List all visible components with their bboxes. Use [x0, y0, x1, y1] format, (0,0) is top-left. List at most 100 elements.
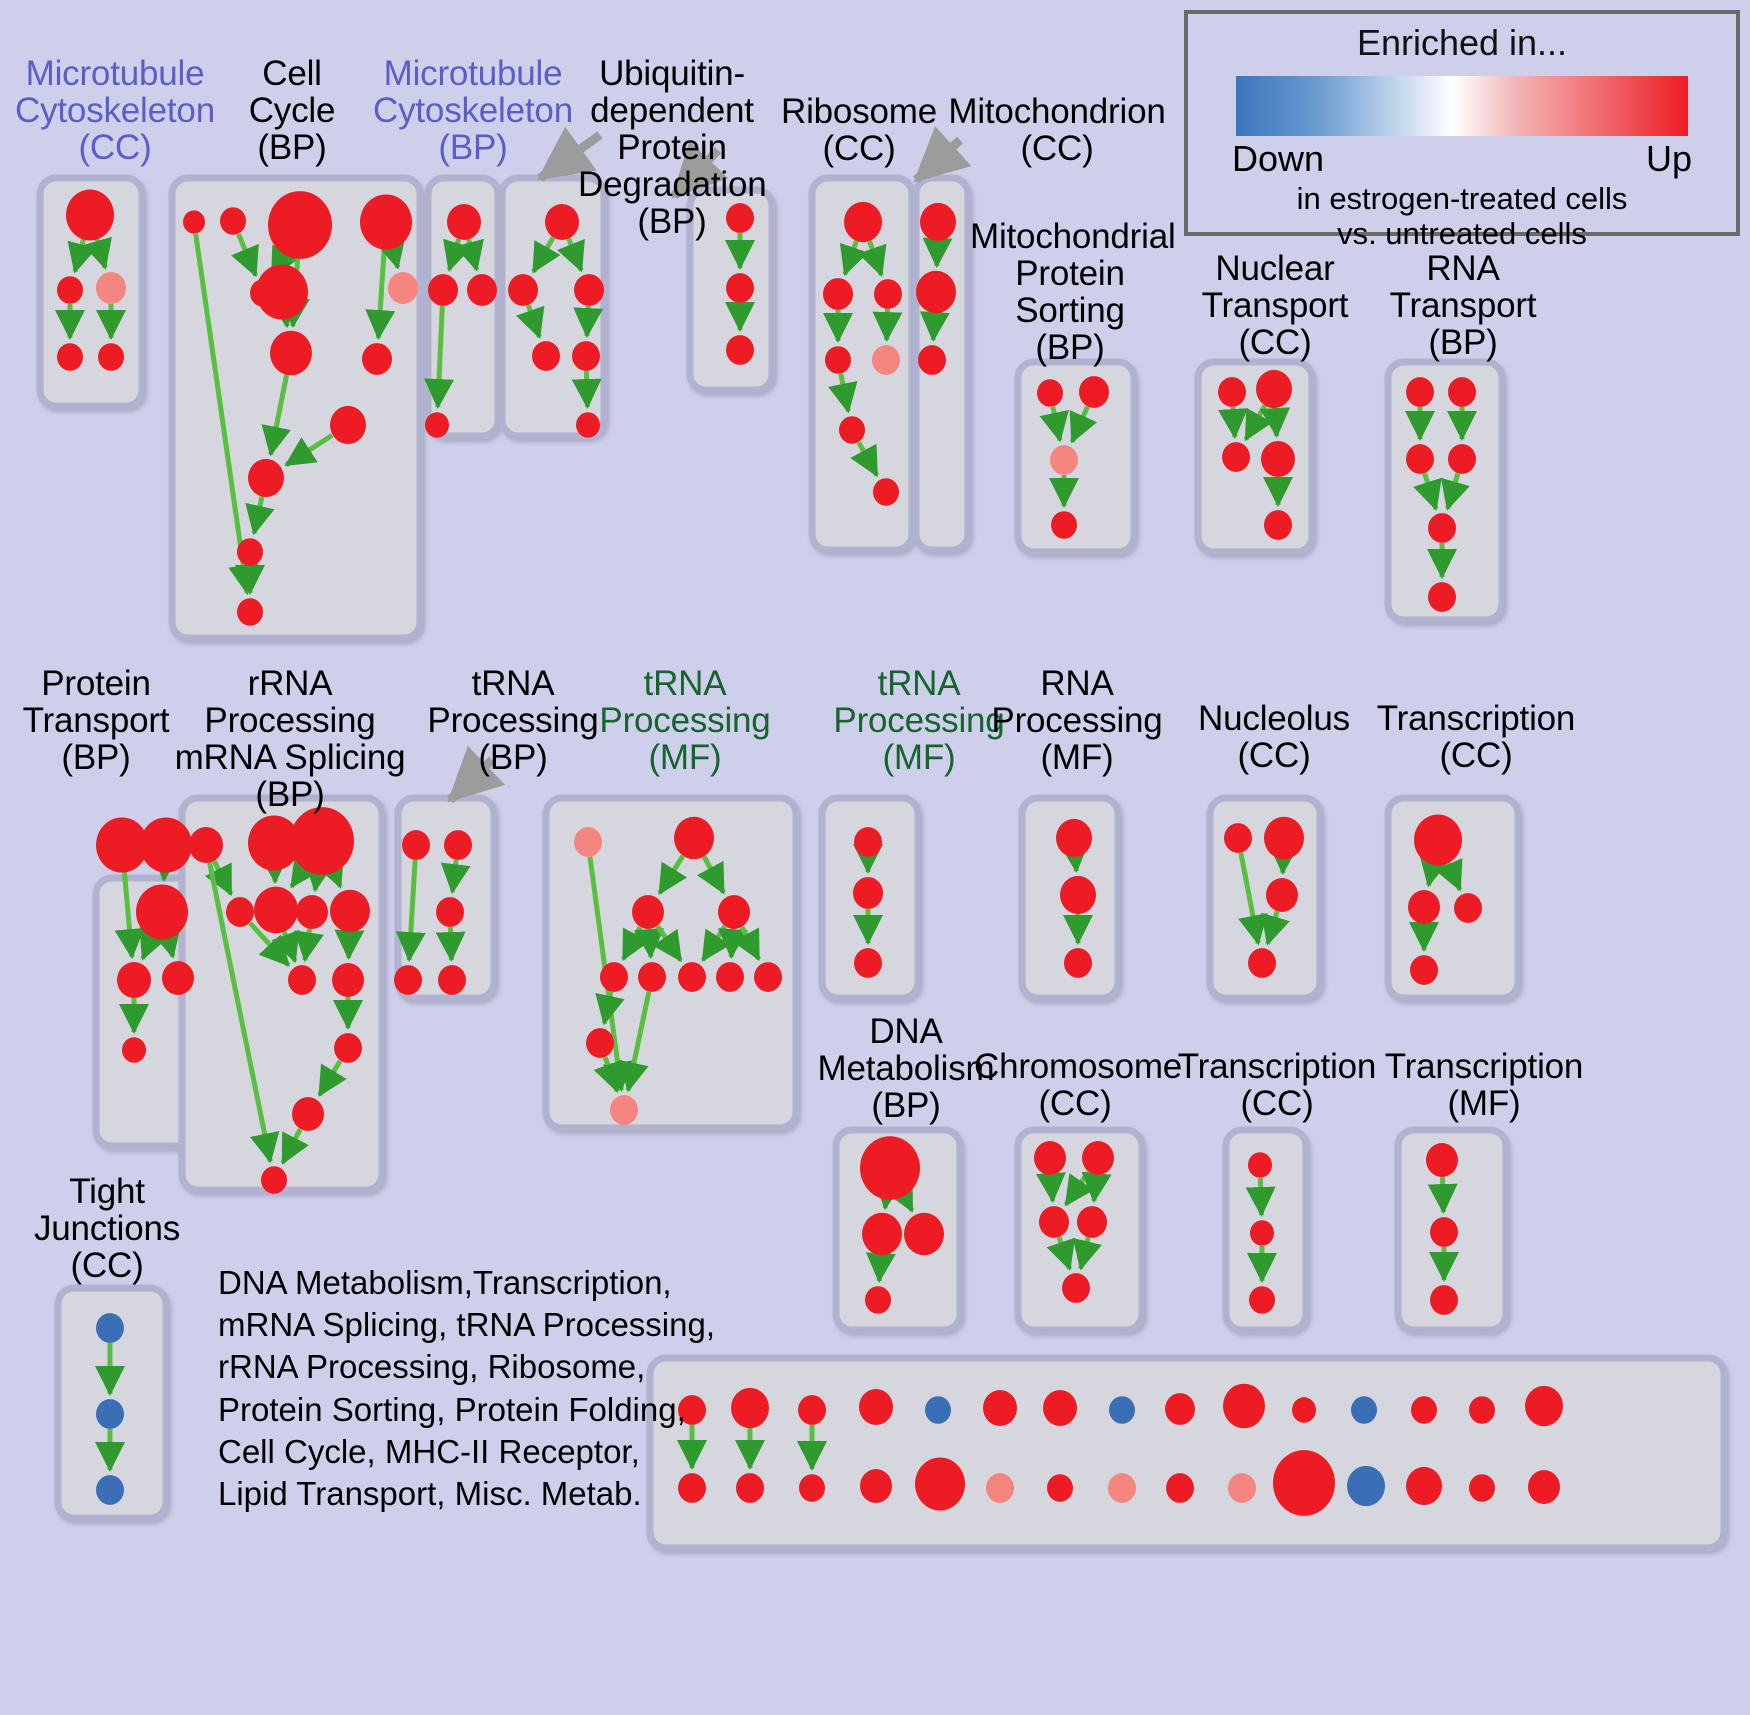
gene-set-node[interactable] — [983, 1389, 1017, 1427]
gene-set-node[interactable] — [140, 817, 192, 873]
gene-set-node[interactable] — [915, 1457, 965, 1511]
gene-set-node[interactable] — [726, 273, 754, 303]
gene-set-node[interactable] — [1347, 1465, 1385, 1507]
gene-set-node[interactable] — [254, 886, 298, 934]
gene-set-node[interactable] — [1248, 948, 1276, 978]
gene-set-node[interactable] — [545, 203, 579, 241]
gene-set-node[interactable] — [1047, 1474, 1073, 1502]
gene-set-node[interactable] — [825, 346, 851, 374]
gene-set-node[interactable] — [872, 345, 900, 375]
gene-set-node[interactable] — [860, 1136, 920, 1200]
gene-set-node[interactable] — [574, 274, 604, 306]
gene-set-node[interactable] — [726, 335, 754, 365]
gene-set-node[interactable] — [122, 1037, 146, 1063]
gene-set-node[interactable] — [1256, 369, 1292, 409]
gene-set-node[interactable] — [1250, 1220, 1274, 1246]
gene-set-node[interactable] — [731, 1387, 769, 1429]
gene-set-node[interactable] — [1223, 1383, 1265, 1429]
gene-set-node[interactable] — [330, 405, 366, 445]
gene-set-node[interactable] — [925, 1396, 951, 1424]
gene-set-node[interactable] — [854, 948, 882, 978]
gene-set-node[interactable] — [920, 202, 956, 242]
gene-set-node[interactable] — [859, 1388, 893, 1426]
gene-set-node[interactable] — [256, 264, 308, 320]
gene-set-node[interactable] — [678, 1395, 706, 1425]
gene-set-node[interactable] — [918, 345, 946, 375]
gene-set-node[interactable] — [248, 458, 284, 498]
gene-set-node[interactable] — [600, 962, 628, 992]
gene-set-node[interactable] — [268, 191, 332, 259]
gene-set-node[interactable] — [1109, 1396, 1135, 1424]
gene-set-node[interactable] — [1266, 878, 1298, 912]
gene-set-node[interactable] — [270, 330, 312, 376]
gene-set-node[interactable] — [1248, 1152, 1272, 1178]
gene-set-node[interactable] — [862, 1212, 902, 1256]
gene-set-node[interactable] — [1414, 814, 1462, 866]
gene-set-node[interactable] — [1079, 376, 1109, 408]
gene-set-node[interactable] — [330, 889, 370, 933]
gene-set-node[interactable] — [916, 270, 956, 314]
gene-set-node[interactable] — [66, 189, 114, 241]
gene-set-node[interactable] — [674, 816, 714, 860]
gene-set-node[interactable] — [823, 278, 853, 310]
gene-set-node[interactable] — [1406, 1466, 1442, 1506]
gene-set-node[interactable] — [586, 1028, 614, 1058]
gene-set-node[interactable] — [261, 1166, 287, 1194]
gene-set-node[interactable] — [736, 1473, 764, 1503]
gene-set-node[interactable] — [1051, 511, 1077, 539]
gene-set-node[interactable] — [237, 538, 263, 566]
gene-set-node[interactable] — [678, 962, 706, 992]
gene-set-node[interactable] — [1166, 1473, 1194, 1503]
gene-set-node[interactable] — [1428, 582, 1456, 612]
gene-set-node[interactable] — [1228, 1473, 1256, 1503]
gene-set-node[interactable] — [1448, 444, 1476, 474]
gene-set-node[interactable] — [1448, 377, 1476, 407]
gene-set-node[interactable] — [798, 1395, 826, 1425]
gene-set-node[interactable] — [1060, 875, 1096, 915]
gene-set-node[interactable] — [1222, 442, 1250, 472]
gene-set-node[interactable] — [428, 274, 458, 306]
gene-set-node[interactable] — [874, 279, 902, 309]
gene-set-node[interactable] — [799, 1474, 825, 1502]
gene-set-node[interactable] — [1528, 1470, 1560, 1504]
gene-set-node[interactable] — [844, 201, 882, 243]
gene-set-node[interactable] — [1426, 1143, 1458, 1177]
gene-set-node[interactable] — [1043, 1389, 1077, 1427]
gene-set-node[interactable] — [632, 895, 664, 929]
gene-set-node[interactable] — [388, 272, 418, 304]
gene-set-node[interactable] — [1292, 1397, 1316, 1423]
gene-set-node[interactable] — [444, 830, 472, 860]
gene-set-node[interactable] — [292, 1097, 324, 1131]
gene-set-node[interactable] — [1264, 510, 1292, 540]
gene-set-node[interactable] — [1218, 377, 1246, 407]
gene-set-node[interactable] — [394, 965, 422, 995]
gene-set-node[interactable] — [839, 416, 865, 444]
gene-set-node[interactable] — [1411, 1396, 1437, 1424]
gene-set-node[interactable] — [1037, 379, 1063, 407]
gene-set-node[interactable] — [162, 961, 194, 995]
gene-set-node[interactable] — [1224, 823, 1252, 853]
gene-set-node[interactable] — [986, 1473, 1014, 1503]
gene-set-node[interactable] — [678, 1473, 706, 1503]
gene-set-node[interactable] — [1428, 513, 1456, 543]
gene-set-node[interactable] — [1062, 1273, 1090, 1303]
gene-set-node[interactable] — [576, 412, 600, 438]
gene-set-node[interactable] — [610, 1095, 638, 1125]
gene-set-node[interactable] — [1108, 1473, 1136, 1503]
gene-set-node[interactable] — [248, 815, 300, 871]
gene-set-node[interactable] — [362, 343, 392, 375]
gene-set-node[interactable] — [467, 274, 497, 306]
gene-set-node[interactable] — [98, 343, 124, 371]
gene-set-node[interactable] — [1264, 816, 1304, 860]
gene-set-node[interactable] — [402, 830, 430, 860]
gene-set-node[interactable] — [57, 276, 83, 304]
gene-set-node[interactable] — [1034, 1141, 1066, 1175]
gene-set-node[interactable] — [1261, 440, 1295, 478]
gene-set-node[interactable] — [1249, 1286, 1275, 1314]
gene-set-node[interactable] — [96, 272, 126, 304]
gene-set-node[interactable] — [1410, 955, 1438, 985]
gene-set-node[interactable] — [1430, 1217, 1458, 1247]
gene-set-node[interactable] — [532, 341, 560, 371]
gene-set-node[interactable] — [1525, 1385, 1563, 1427]
gene-set-node[interactable] — [860, 1469, 892, 1503]
